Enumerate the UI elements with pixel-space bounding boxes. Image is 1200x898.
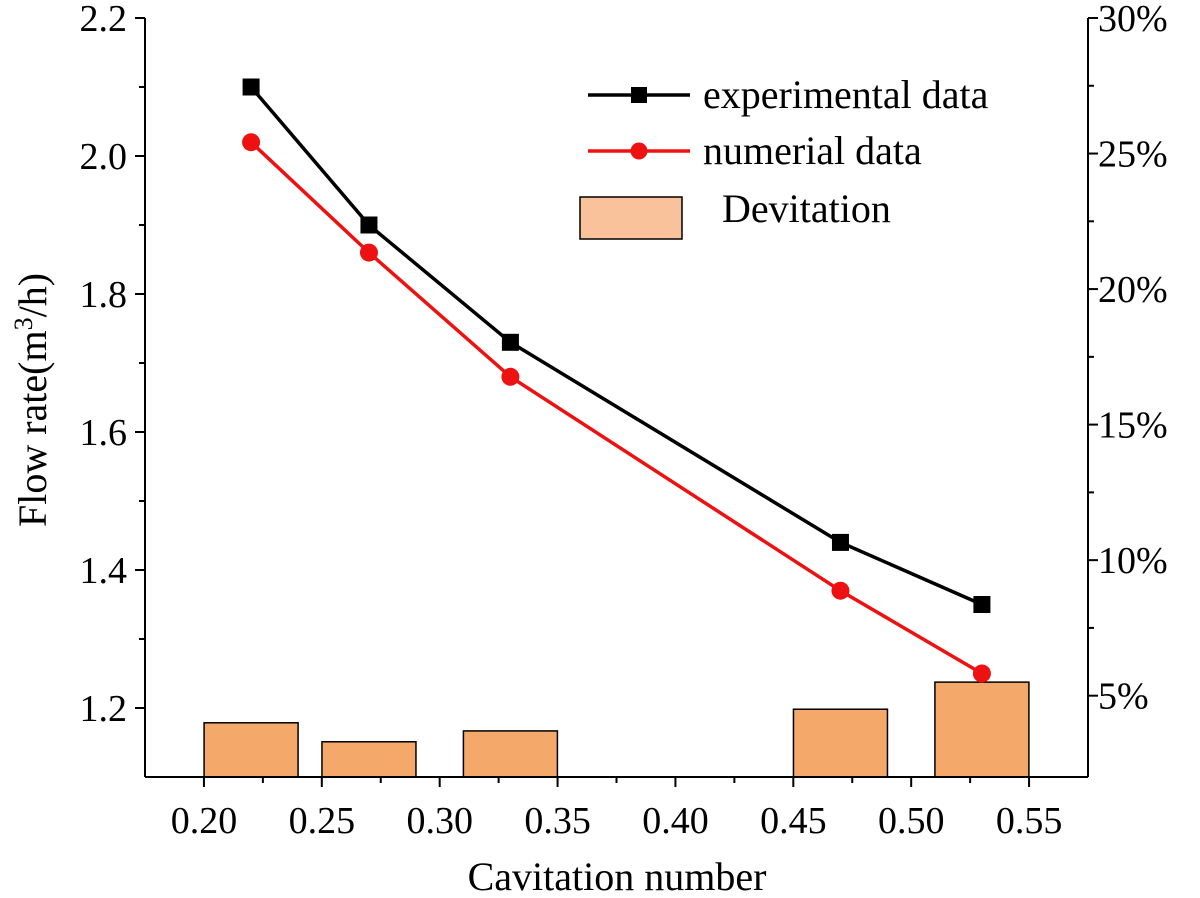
bars-layer [203, 681, 1030, 778]
x-tick-label-6: 0.50 [878, 800, 945, 842]
y-tick-label-3: 1.8 [80, 274, 128, 316]
y-axis-title-main: Flow rate(m [10, 330, 55, 527]
y-axis-title-tail: /h) [10, 273, 55, 317]
y-tick-label-1: 1.4 [80, 550, 128, 592]
point-numerial-data-1 [359, 243, 378, 262]
legend-label-numerial: numerial data [703, 128, 922, 173]
y-tick-label-0: 1.2 [80, 688, 128, 730]
y2-tick-label-0: 5% [1098, 676, 1149, 718]
ticks-layer: 0.20 0.25 0.30 0.35 0.40 0.45 0.50 0.55 1.2 1.4 1.… [80, 0, 1168, 842]
bar-devitation-3 [792, 708, 889, 778]
x-tick-label-3: 0.35 [524, 800, 591, 842]
legend-marker-experimental [631, 87, 647, 103]
bar-devitation-1 [321, 741, 417, 778]
point-experimental-data-4 [973, 596, 991, 613]
legend-label-devitation: Devitation [722, 186, 891, 231]
legend-marker-numerial [630, 142, 648, 160]
y-tick-label-2: 1.6 [80, 412, 128, 454]
legend-swatch-devitation [579, 196, 683, 240]
x-tick-label-2: 0.30 [406, 800, 473, 842]
y-axis-title: Flow rate(m3/h) [9, 273, 56, 527]
y2-tick-label-2: 15% [1098, 405, 1168, 447]
y2-tick-label-5: 30% [1098, 0, 1168, 40]
lines-layer [242, 78, 991, 683]
x-tick-label-4: 0.40 [642, 800, 709, 842]
y2-tick-label-4: 25% [1098, 134, 1168, 176]
point-experimental-data-3 [831, 533, 849, 551]
x-tick-label-0: 0.20 [171, 800, 238, 842]
bar-devitation-2 [462, 730, 559, 778]
x-tick-label-7: 0.55 [996, 800, 1063, 842]
legend-label-experimental: experimental data [703, 72, 989, 117]
y2-tick-label-1: 10% [1098, 540, 1168, 582]
bar-devitation-0 [203, 722, 299, 778]
point-experimental-data-2 [501, 333, 519, 351]
x-tick-label-1: 0.25 [289, 800, 356, 842]
point-experimental-data-0 [242, 78, 260, 96]
y-axis-title-sup: 3 [9, 317, 38, 330]
point-numerial-data-2 [501, 367, 520, 386]
bar-devitation-4 [934, 681, 1030, 778]
axes-layer [144, 18, 1089, 778]
point-numerial-data-0 [242, 133, 261, 152]
legend: experimental data numerial data Devitati… [579, 72, 989, 240]
y2-tick-label-3: 20% [1098, 269, 1168, 311]
point-numerial-data-4 [972, 664, 991, 683]
x-axis-title: Cavitation number [468, 854, 767, 898]
y-tick-label-5: 2.2 [80, 0, 128, 40]
point-experimental-data-1 [360, 216, 378, 234]
point-numerial-data-3 [831, 581, 850, 600]
y-tick-label-4: 2.0 [80, 136, 128, 178]
x-tick-label-5: 0.45 [760, 800, 827, 842]
